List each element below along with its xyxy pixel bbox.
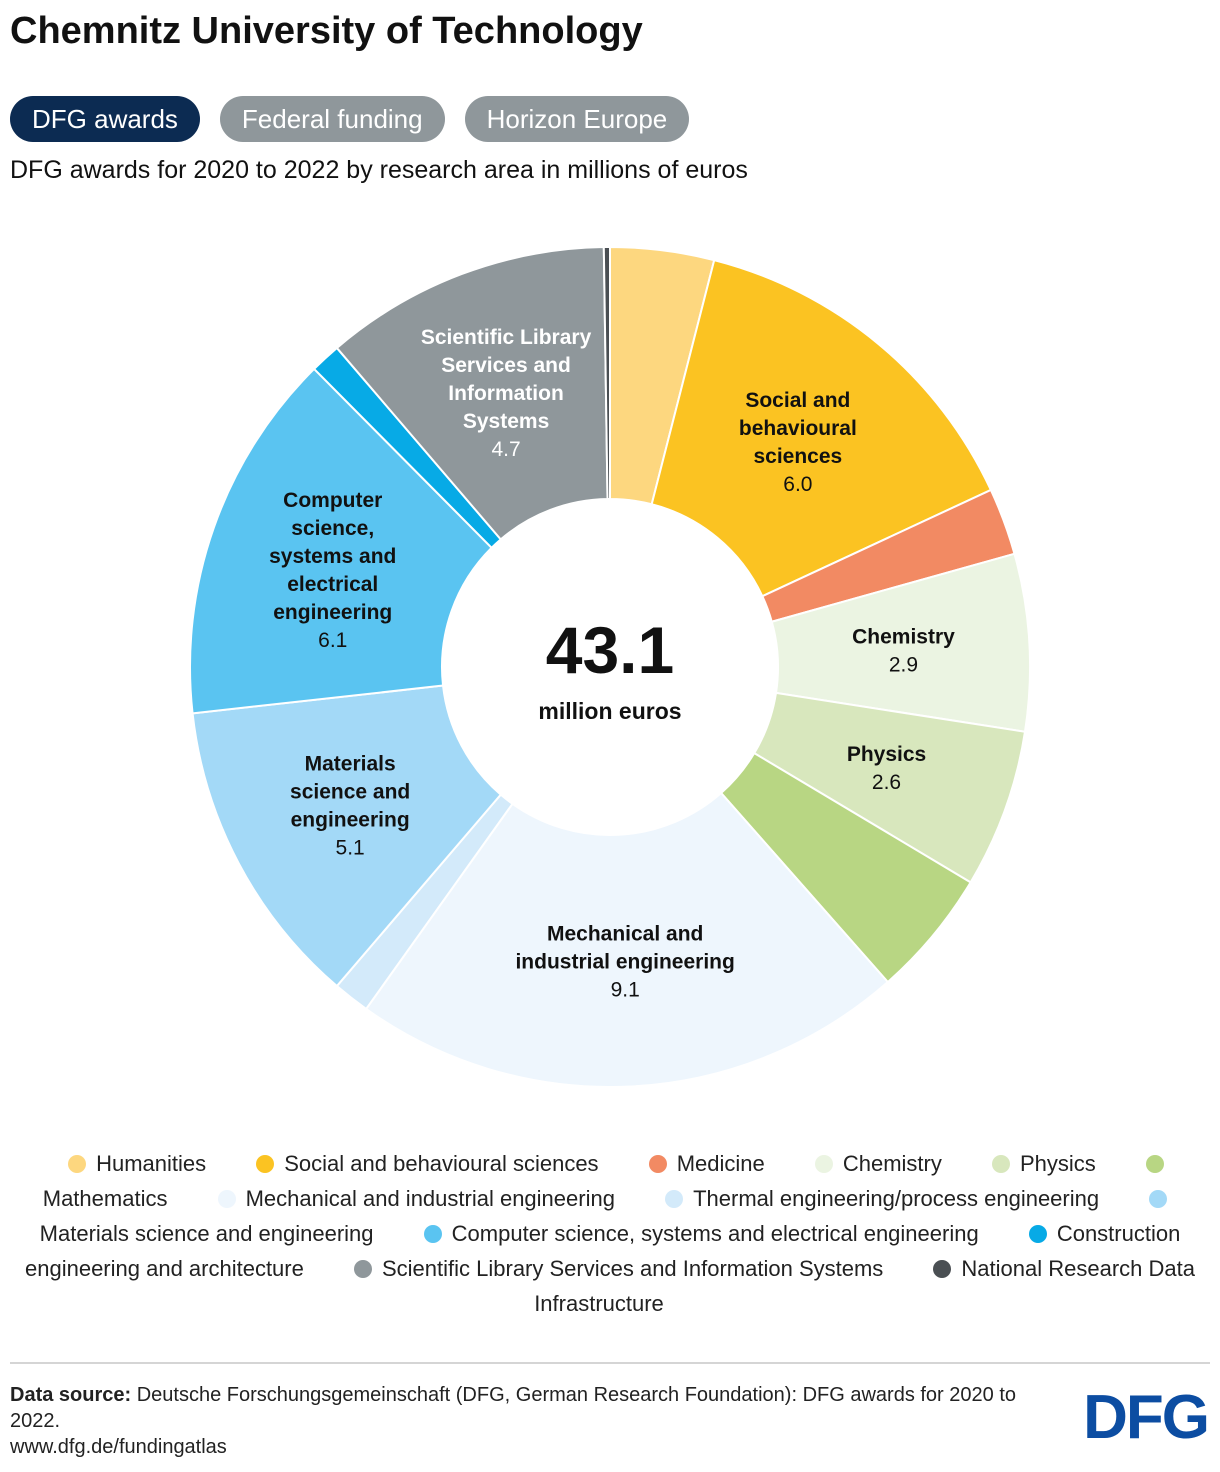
pie-slice[interactable]: [335, 246, 609, 541]
chart-legend: Humanities Social and behavioural scienc…: [10, 1146, 1210, 1321]
legend-label: Mathematics: [42, 1186, 168, 1211]
pie-slice[interactable]: [191, 684, 503, 988]
legend-swatch: [1149, 1190, 1168, 1208]
legend-swatch: [256, 1155, 275, 1173]
legend-label: Medicine: [676, 1151, 765, 1176]
legend-item: Physics: [992, 1151, 1096, 1176]
dfg-logo: DFG: [1083, 1383, 1210, 1452]
pie-slice[interactable]: [189, 367, 494, 715]
legend-label: Materials science and engineering: [39, 1221, 374, 1246]
legend-label: Social and behavioural sciences: [284, 1151, 599, 1176]
source-url[interactable]: www.dfg.de/fundingatlas: [10, 1436, 227, 1458]
legend-label: National Research Data Infrastructure: [534, 1256, 1195, 1316]
legend-label: Scientific Library Services and Informat…: [381, 1256, 884, 1281]
divider: [10, 1362, 1210, 1364]
legend-swatch: [648, 1155, 667, 1173]
legend-swatch: [68, 1155, 87, 1173]
legend-item: Social and behavioural sciences: [256, 1151, 599, 1176]
legend-item: Computer science, systems and electrical…: [423, 1221, 979, 1246]
legend-label: Computer science, systems and electrical…: [451, 1221, 979, 1246]
legend-item: Mechanical and industrial engineering: [217, 1186, 615, 1211]
chart-subtitle: DFG awards for 2020 to 2022 by research …: [10, 156, 748, 184]
slice-label: Mechanical and industrial engineering 9.1: [515, 923, 734, 1002]
donut-chart: Social and behavioural sciences 6.0 Chemistr…: [189, 245, 1031, 1088]
tab-federal-funding[interactable]: Federal funding: [219, 96, 445, 142]
center-total-value: 43.1: [546, 613, 674, 687]
legend-swatch: [353, 1260, 372, 1278]
tab-dfg-awards[interactable]: DFG awards: [10, 96, 200, 142]
legend-label: Humanities: [96, 1151, 207, 1176]
slice-value-label: 5.1: [336, 837, 365, 860]
legend-swatch: [1028, 1225, 1047, 1243]
slice-value-label: 6.0: [783, 473, 812, 496]
legend-item: Medicine: [648, 1151, 765, 1176]
legend-swatch: [814, 1155, 833, 1173]
legend-item: Humanities: [68, 1151, 206, 1176]
slice-label: Materials science and engineering 5.1: [290, 753, 410, 860]
pie-slice[interactable]: [364, 791, 890, 1088]
data-source: Data source: Deutsche Forschungsgemeinsc…: [10, 1382, 1040, 1460]
slice-value-label: 9.1: [611, 979, 640, 1002]
page-title: Chemnitz University of Technology: [10, 10, 643, 52]
legend-item: National Research Data Infrastructure: [534, 1256, 1195, 1316]
slice-value-label: 2.6: [872, 771, 901, 794]
legend-item: Construction engineering and architectur…: [25, 1221, 1180, 1281]
legend-label: Thermal engineering/process engineering: [693, 1186, 1100, 1211]
slice-label: Scientific Library Services and Informatio…: [421, 326, 592, 461]
slice-value-label: 2.9: [889, 654, 918, 677]
legend-label: Physics: [1020, 1151, 1096, 1176]
tab-bar: DFG awards Federal funding Horizon Europ…: [10, 96, 690, 142]
legend-item: Thermal engineering/process engineering: [665, 1186, 1099, 1211]
slice-label: Physics 2.6: [847, 743, 926, 794]
legend-label: Mechanical and industrial engineering: [245, 1186, 615, 1211]
legend-swatch: [1145, 1155, 1164, 1173]
tab-horizon-europe[interactable]: Horizon Europe: [464, 96, 690, 142]
legend-item: Mathematics: [43, 1151, 1174, 1211]
legend-swatch: [217, 1190, 236, 1208]
center-total-unit: million euros: [538, 698, 681, 724]
legend-item: Materials science and engineering: [40, 1186, 1178, 1246]
source-text: Deutsche Forschungsgemeinschaft (DFG, Ge…: [10, 1384, 1016, 1432]
legend-swatch: [423, 1225, 442, 1243]
legend-label: Chemistry: [842, 1151, 942, 1176]
pie-slice[interactable]: [602, 245, 611, 501]
legend-swatch: [992, 1155, 1010, 1173]
legend-swatch: [933, 1260, 952, 1278]
slice-value-label: 6.1: [318, 629, 347, 652]
slice-label: Computer science, systems and electrical eng…: [269, 489, 396, 652]
legend-swatch: [665, 1190, 684, 1208]
legend-item: Chemistry: [814, 1151, 942, 1176]
pie-slice[interactable]: [650, 258, 993, 598]
slice-label: Chemistry 2.9: [852, 626, 955, 677]
source-label: Data source:: [10, 1384, 132, 1406]
legend-label: Construction engineering and architectur…: [25, 1221, 1181, 1281]
legend-item: Scientific Library Services and Informat…: [353, 1256, 884, 1281]
slice-label: Social and behavioural sciences 6.0: [739, 389, 857, 496]
slice-value-label: 4.7: [491, 438, 520, 461]
